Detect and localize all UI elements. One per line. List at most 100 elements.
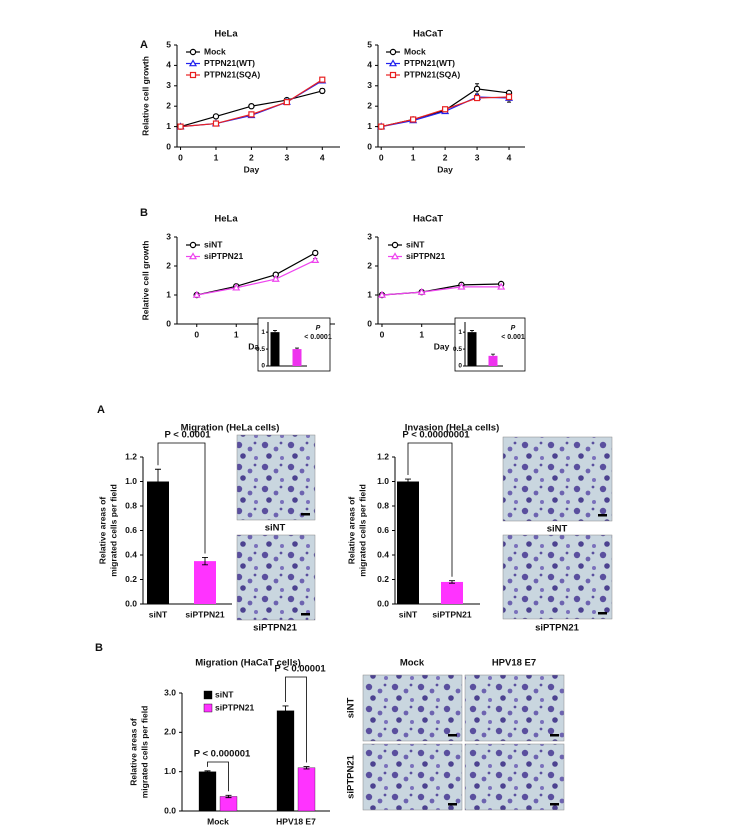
inset-bar	[292, 349, 302, 366]
y-tick-label: 0.0	[377, 598, 389, 608]
micrograph-row-label: siPTPN21	[346, 754, 357, 799]
inset-y-tick-label: 0	[261, 363, 265, 370]
y-tick-label: 3	[166, 80, 171, 90]
error-bar	[295, 347, 299, 350]
panel-label: A	[140, 39, 148, 51]
marker	[390, 252, 400, 260]
y-tick-label: 0.0	[125, 598, 137, 608]
inset-y-tick-label: 0.5	[256, 346, 265, 353]
inset-annotation: P	[511, 325, 516, 332]
marker	[319, 76, 326, 83]
y-tick-label: 1	[367, 289, 372, 299]
x-axis-label: Day	[248, 341, 264, 351]
marker	[248, 102, 255, 110]
x-tick-label: 0	[178, 152, 183, 162]
y-tick-label: 0.2	[377, 574, 389, 584]
chart-title: Migration (HeLa cells)	[181, 423, 280, 434]
bar	[397, 481, 419, 604]
y-axis-label: Relative areas of	[128, 718, 138, 786]
legend-label: siPTPN21	[406, 251, 445, 261]
y-tick-label: 5	[166, 39, 171, 49]
marker	[212, 120, 220, 127]
micrograph	[362, 674, 463, 742]
inset-y-tick-label: 1	[261, 329, 265, 336]
x-tick-label: 0	[194, 329, 199, 339]
y-tick-label: 0	[367, 318, 372, 328]
scale-bar	[301, 513, 310, 516]
y-tick-label: 0.0	[164, 805, 176, 815]
chart-title: HeLa	[214, 29, 238, 40]
x-tick-label: 1	[411, 152, 416, 162]
marker	[377, 290, 387, 298]
marker	[473, 85, 481, 93]
scale-bar	[550, 734, 559, 737]
y-tick-label: 0.2	[125, 574, 137, 584]
legend-label: PTPN21(SQA)	[404, 69, 460, 79]
y-tick-label: 1	[166, 289, 171, 299]
scale-bar	[598, 612, 607, 615]
y-axis-label: Relative cell growth	[140, 241, 150, 321]
y-tick-label: 1	[166, 121, 171, 131]
inset-bar	[467, 332, 477, 366]
x-tick-label: 2	[443, 152, 448, 162]
x-tick-label: 0	[380, 329, 385, 339]
y-tick-label: 1.0	[377, 476, 389, 486]
marker	[188, 59, 198, 67]
significance-bracket	[285, 676, 307, 763]
marker	[417, 287, 426, 295]
y-axis-label: migrated cells per field	[357, 484, 367, 577]
inset-y-tick-label: 1	[458, 329, 462, 336]
error-bar	[303, 766, 310, 770]
inset-annotation: < 0.0001	[304, 334, 332, 341]
y-tick-label: 1.2	[125, 451, 137, 461]
y-tick-label: 1.0	[125, 476, 137, 486]
bar	[194, 561, 216, 604]
y-axis-label: Relative areas of	[346, 497, 356, 565]
bar	[219, 796, 238, 812]
bar	[441, 581, 463, 604]
scale-bar	[550, 803, 559, 806]
x-tick-label: HPV18 E7	[276, 816, 316, 826]
chart-title: HaCaT	[413, 214, 443, 225]
scale-bar	[301, 613, 310, 616]
legend-label: siNT	[215, 689, 234, 699]
y-tick-label: 5	[367, 39, 372, 49]
x-axis-label: Day	[434, 341, 450, 351]
micrograph-label: siNT	[547, 524, 568, 535]
x-tick-label: 1	[214, 152, 219, 162]
error-bar	[470, 330, 474, 333]
y-tick-label: 2	[166, 260, 171, 270]
micrograph-label: siPTPN21	[253, 623, 298, 634]
x-tick-label: 3	[475, 152, 480, 162]
micrograph-column-label: HPV18 E7	[492, 658, 536, 669]
legend-label: PTPN21(SQA)	[204, 69, 260, 79]
bar	[276, 710, 295, 812]
x-axis-label: Day	[437, 164, 453, 174]
significance-label: P < 0.0001	[164, 430, 211, 441]
x-tick-label: siNT	[399, 609, 418, 619]
micrograph	[236, 534, 316, 621]
significance-bracket	[407, 442, 453, 577]
marker	[505, 93, 513, 101]
legend-label: siNT	[406, 239, 425, 249]
y-tick-label: 0	[166, 318, 171, 328]
significance-label: P < 0.000001	[194, 749, 251, 760]
marker	[232, 283, 241, 291]
significance-label: P < 0.00001	[274, 664, 326, 675]
y-tick-label: 0.4	[125, 549, 137, 559]
error-bar	[204, 770, 211, 773]
x-tick-label: siPTPN21	[185, 609, 224, 619]
x-tick-label: 4	[320, 152, 325, 162]
inset-y-tick-label: 0.5	[453, 346, 462, 353]
marker	[177, 123, 184, 130]
y-tick-label: 0.6	[377, 525, 389, 535]
marker	[311, 255, 320, 263]
y-axis-label: Relative cell growth	[140, 56, 150, 136]
micrograph	[464, 674, 565, 742]
y-tick-label: 1.0	[164, 766, 176, 776]
micrograph	[362, 743, 463, 811]
legend-label: PTPN21(WT)	[204, 58, 255, 68]
marker	[189, 48, 197, 56]
error-bar	[491, 353, 495, 356]
legend-label: PTPN21(WT)	[404, 58, 455, 68]
